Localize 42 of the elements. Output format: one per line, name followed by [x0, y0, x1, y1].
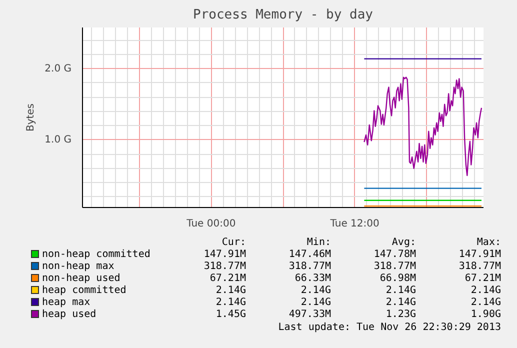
text: 66.98M	[378, 273, 416, 285]
text: 1.23G	[384, 309, 416, 321]
y-tick-label: 2.0 G	[44, 63, 72, 74]
text: Cur:	[220, 237, 246, 249]
y-tick-label: 1.0 G	[44, 134, 72, 146]
text: 2.14G	[300, 285, 331, 297]
text: Min:	[306, 237, 331, 249]
text: Last update: Tue Nov 26 22:30:29 2013	[277, 321, 501, 335]
text: 147.78M	[372, 249, 416, 261]
text: 1.45G	[214, 309, 246, 321]
text: 67.21M	[464, 273, 501, 285]
line-series	[364, 76, 482, 176]
text: 2.14G	[384, 297, 416, 309]
text: Max:	[476, 237, 501, 249]
text: 2.14G	[470, 297, 501, 309]
text: 318.77M	[202, 261, 246, 273]
chart-title: Process Memory - by day	[192, 8, 374, 22]
legend-label: heap used	[41, 309, 98, 321]
text: 2.14G	[470, 285, 501, 297]
legend-label: heap committed	[41, 285, 128, 297]
text: 1.90G	[470, 309, 501, 321]
x-tick-label: Tue 12:00	[329, 218, 380, 230]
text: 497.33M	[288, 309, 331, 321]
text: 2.14G	[214, 297, 246, 309]
legend-label: heap max	[41, 297, 92, 309]
text: 147.91M	[202, 249, 246, 261]
text: 147.91M	[458, 249, 501, 261]
x-tick-label: Tue 00:00	[186, 218, 236, 230]
text: 2.14G	[214, 285, 246, 297]
text: Avg:	[390, 237, 416, 249]
text: 67.21M	[208, 273, 246, 285]
text: 2.14G	[384, 285, 416, 297]
text: 318.77M	[458, 261, 501, 273]
text: 318.77M	[288, 261, 331, 273]
legend-label: non-heap committed	[41, 249, 152, 261]
legend-label: non-heap used	[41, 273, 122, 285]
text: 147.46M	[288, 249, 331, 261]
text: 2.14G	[300, 297, 331, 309]
text: 318.77M	[372, 261, 416, 273]
legend-label: non-heap max	[41, 261, 116, 273]
text: 66.33M	[294, 273, 331, 285]
y-axis-title: Bytes	[26, 103, 37, 132]
